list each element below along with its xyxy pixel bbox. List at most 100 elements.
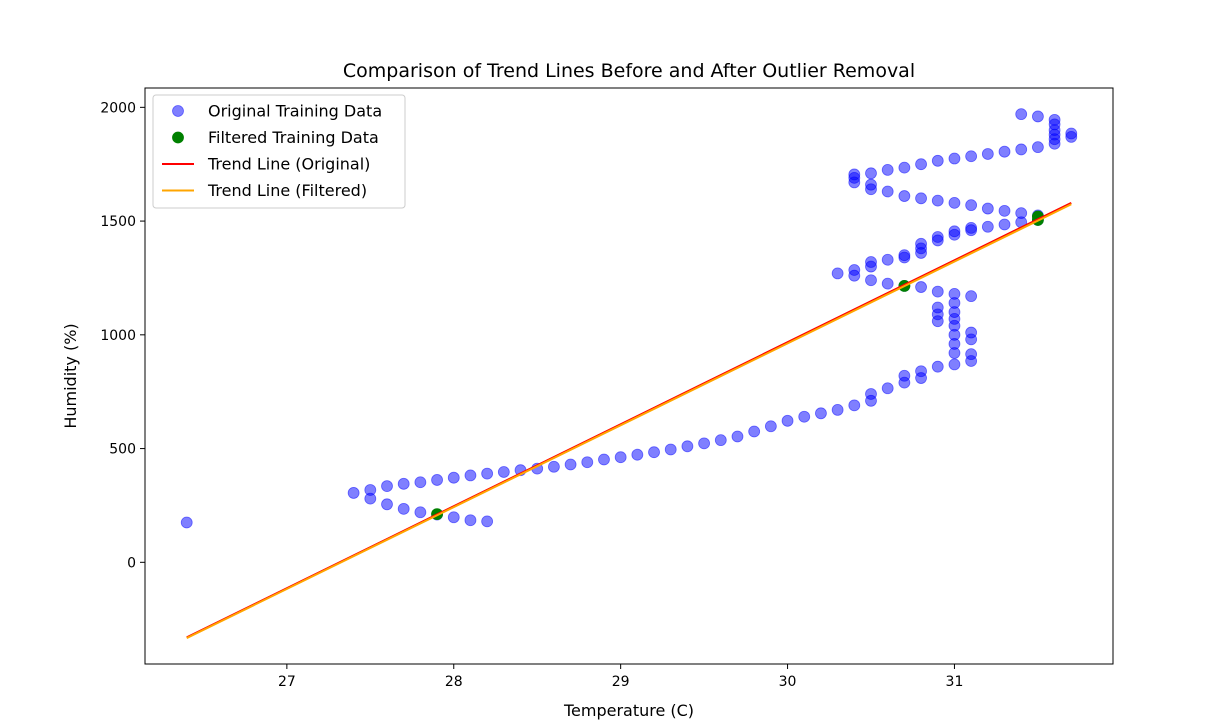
original-training-data-point	[381, 480, 393, 493]
original-training-data-point	[865, 256, 877, 268]
original-training-data-point	[798, 410, 811, 423]
original-training-data-point	[648, 446, 660, 459]
original-training-data-point	[414, 506, 427, 519]
original-training-data-point	[1065, 127, 1078, 140]
x-axis-label: Temperature (C)	[563, 701, 694, 720]
legend-marker-filtered-training-data	[172, 131, 184, 144]
original-training-data-point	[931, 194, 944, 207]
legend-label: Trend Line (Filtered)	[207, 181, 367, 200]
original-training-data-point	[464, 514, 477, 527]
original-training-data-point	[447, 471, 460, 484]
original-training-data-point	[948, 152, 961, 165]
original-training-data-point	[831, 403, 844, 416]
original-training-data-point	[848, 269, 861, 282]
original-training-data-point	[965, 290, 978, 303]
original-training-data-point	[397, 502, 410, 515]
original-training-data-point	[998, 218, 1011, 231]
original-training-data-point	[881, 382, 894, 395]
original-training-data-point	[931, 360, 944, 373]
original-training-data-point	[180, 516, 193, 529]
original-training-data-point	[965, 348, 978, 361]
chart-title: Comparison of Trend Lines Before and Aft…	[343, 60, 915, 82]
original-training-data-point	[848, 168, 861, 181]
original-training-data-point	[931, 154, 944, 167]
original-training-data-point	[464, 469, 477, 482]
legend-box	[152, 94, 406, 209]
original-training-data-point	[431, 474, 443, 486]
original-training-data-point	[881, 253, 894, 266]
original-training-data-point	[698, 437, 710, 450]
y-axis: 0 500 1000 1500 2000	[100, 100, 145, 571]
legend-label: Trend Line (Original)	[207, 155, 370, 174]
original-training-data-point	[364, 492, 377, 505]
original-training-data-point	[481, 515, 494, 528]
original-training-data-point	[965, 326, 978, 339]
axes-border	[144, 87, 1114, 665]
original-training-data-point	[898, 369, 911, 382]
original-training-data-point	[347, 487, 360, 499]
original-training-data-point	[948, 196, 961, 209]
original-training-data-point	[748, 425, 761, 438]
original-training-data-point	[865, 178, 877, 191]
original-training-data-point	[681, 440, 694, 453]
original-training-data-point	[815, 407, 827, 420]
original-training-data-point	[915, 158, 927, 171]
original-training-data-point	[981, 220, 994, 233]
data-marks	[180, 108, 1078, 639]
original-training-data-point	[1032, 141, 1044, 154]
original-training-data-point	[714, 434, 727, 447]
legend-label: Original Training Data	[208, 102, 382, 121]
x-tick-label: 30	[779, 674, 797, 690]
original-training-data-point	[581, 456, 594, 469]
original-training-data-point	[397, 477, 410, 490]
original-training-data-point	[481, 467, 494, 480]
original-training-data-point	[1015, 108, 1028, 121]
original-training-data-point	[1048, 113, 1061, 126]
original-training-data-point	[948, 287, 961, 300]
original-training-data-point	[598, 453, 610, 466]
original-training-data-point	[898, 249, 911, 262]
original-training-data-point	[414, 476, 427, 489]
y-axis-label: Humidity (%)	[61, 323, 80, 428]
original-training-data-point	[831, 267, 844, 280]
original-training-data-point	[965, 222, 978, 234]
original-training-data-point	[731, 430, 744, 443]
original-training-data-point	[931, 285, 944, 298]
original-training-data-point	[865, 274, 877, 287]
y-tick-label: 2000	[100, 100, 136, 116]
x-tick-label: 27	[278, 674, 296, 690]
x-tick-label: 28	[445, 674, 463, 690]
original-training-data-point	[915, 281, 927, 293]
original-training-data-point	[564, 458, 577, 471]
original-training-data-point	[865, 388, 877, 400]
original-training-data-point	[614, 451, 627, 464]
original-training-data-point	[965, 199, 978, 212]
original-training-data-point	[1015, 143, 1028, 156]
original-training-data-point	[948, 225, 961, 238]
original-training-data-point	[981, 148, 994, 160]
original-training-data-point	[631, 448, 644, 461]
original-training-data-point	[881, 185, 894, 198]
original-training-data-point	[881, 277, 894, 290]
original-training-data-point	[915, 365, 927, 378]
original-training-data-point	[981, 202, 994, 215]
original-training-data-point	[381, 498, 393, 511]
y-tick-label: 1500	[100, 214, 136, 230]
original-training-data-point	[881, 163, 894, 176]
legend: Original Training Data Filtered Training …	[152, 94, 406, 209]
original-training-data-point	[965, 150, 978, 163]
x-tick-label: 31	[946, 674, 964, 690]
y-tick-label: 1000	[100, 328, 136, 344]
x-axis: 27 28 29 30 31	[278, 664, 963, 690]
original-training-data-point	[915, 237, 927, 250]
original-training-data-point	[1015, 207, 1028, 220]
original-training-data-point	[497, 466, 510, 478]
y-tick-label: 500	[109, 442, 136, 458]
legend-label: Filtered Training Data	[208, 128, 379, 147]
original-training-data-point	[548, 460, 560, 473]
original-training-data-point	[764, 420, 777, 433]
original-training-data-point	[447, 511, 460, 524]
y-tick-label: 0	[127, 555, 136, 571]
original-training-data-point	[781, 414, 794, 427]
